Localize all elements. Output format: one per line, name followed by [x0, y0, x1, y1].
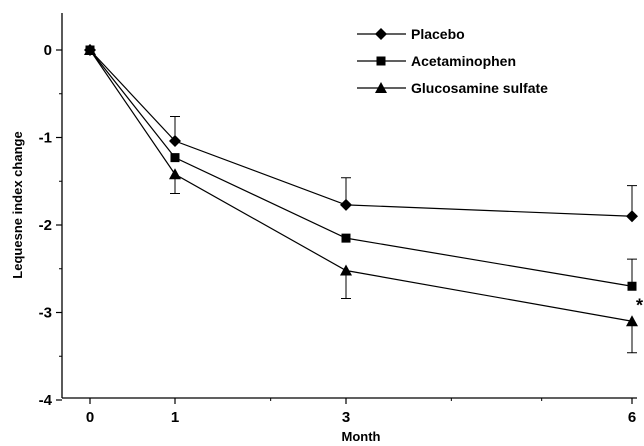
legend-item: Acetaminophen: [357, 53, 516, 69]
series-placebo: [84, 44, 638, 223]
series-group: [84, 44, 638, 354]
data-point: [169, 168, 181, 180]
y-axis-title: Lequesne index change: [10, 131, 25, 278]
series-line: [89, 49, 633, 217]
data-point: [627, 281, 637, 291]
series-line: [89, 49, 633, 287]
legend-marker: [375, 28, 387, 40]
significance-asterisk: *: [636, 295, 643, 315]
data-point: [626, 210, 638, 223]
legend-marker: [375, 82, 387, 93]
y-tick-label: 0: [44, 42, 52, 59]
y-tick-label: -1: [39, 130, 52, 147]
legend: Placebo Acetaminophen Glucosamine sulfate: [357, 26, 548, 96]
data-point: [170, 153, 180, 163]
y-tick-label: -3: [39, 305, 52, 322]
legend-label: Glucosamine sulfate: [411, 80, 548, 96]
x-tick-label: 6: [628, 409, 636, 426]
data-point: [341, 233, 351, 243]
legend-marker: [376, 56, 386, 66]
series-line: [89, 49, 633, 322]
x-tick-label: 3: [342, 409, 350, 426]
x-axis-title: Month: [342, 429, 381, 444]
legend-label: Acetaminophen: [411, 53, 516, 69]
legend-label: Placebo: [411, 26, 465, 42]
data-point: [340, 198, 352, 211]
series-glucosamine-sulfate: [84, 44, 638, 354]
x-tick-label: 0: [86, 409, 94, 426]
data-point: [340, 264, 352, 276]
legend-item: Glucosamine sulfate: [357, 80, 548, 96]
y-tick-label: -4: [39, 392, 53, 409]
data-point: [626, 315, 638, 327]
y-tick-label: -2: [39, 217, 52, 234]
series-acetaminophen: [85, 45, 637, 291]
data-point: [84, 44, 96, 55]
legend-item: Placebo: [357, 26, 465, 42]
axis-ticks: 0 -1 -2 -3 -4 0 1 3 6: [39, 42, 637, 426]
x-tick-label: 1: [171, 409, 179, 426]
data-point: [169, 135, 181, 147]
